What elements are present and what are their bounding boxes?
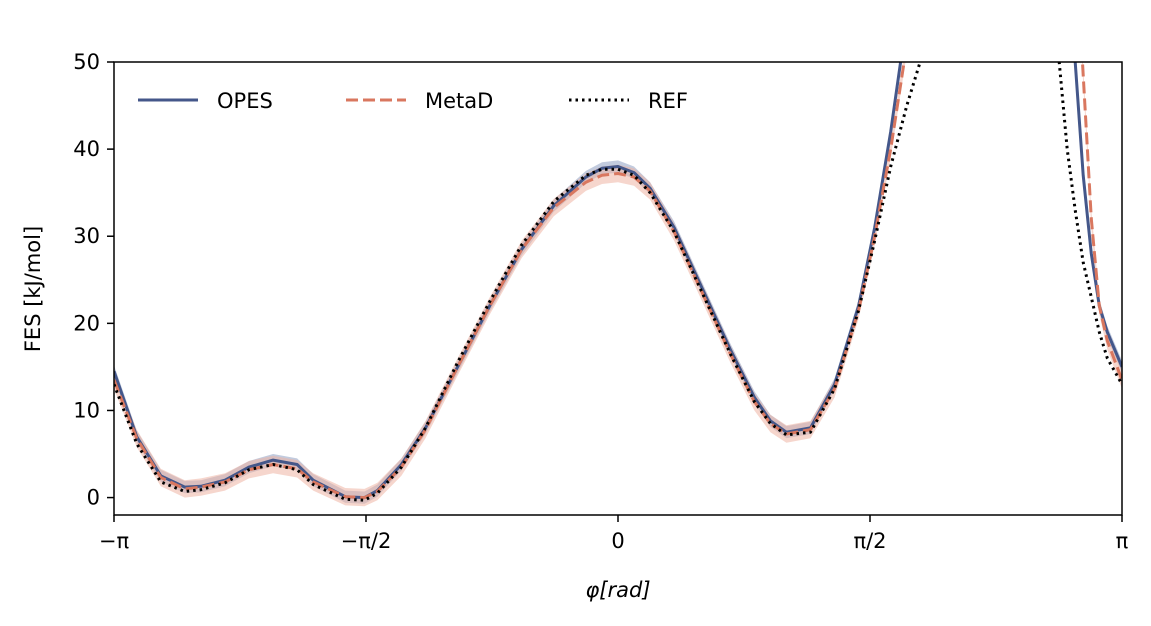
y-tick-label: 40 bbox=[73, 137, 100, 161]
y-tick-label: 10 bbox=[73, 398, 100, 422]
x-tick-label: 0 bbox=[611, 529, 624, 553]
opes-series-line bbox=[114, 62, 1122, 500]
plot-frame bbox=[113, 61, 1123, 516]
opes-uncertainty-band bbox=[114, 62, 1122, 504]
x-axis-label: φ[rad] bbox=[585, 578, 650, 602]
legend-label-opes: OPES bbox=[217, 89, 273, 113]
legend: OPES MetaD REF bbox=[138, 89, 688, 113]
y-tick-label: 20 bbox=[73, 311, 100, 335]
x-tick-label: −π/2 bbox=[341, 529, 392, 553]
y-tick-label: 30 bbox=[73, 224, 100, 248]
x-tick-label: −π bbox=[99, 529, 130, 553]
x-tick-label: π bbox=[1116, 529, 1129, 553]
legend-label-ref: REF bbox=[648, 89, 688, 113]
metad-uncertainty-band bbox=[114, 62, 1122, 507]
y-axis-label: FES [kJ/mol] bbox=[21, 226, 45, 352]
x-tick-label: π/2 bbox=[853, 529, 886, 553]
legend-label-metad: MetaD bbox=[425, 89, 493, 113]
ref-series-line bbox=[114, 62, 1122, 502]
y-tick-label: 0 bbox=[87, 486, 100, 510]
y-tick-label: 50 bbox=[73, 50, 100, 74]
